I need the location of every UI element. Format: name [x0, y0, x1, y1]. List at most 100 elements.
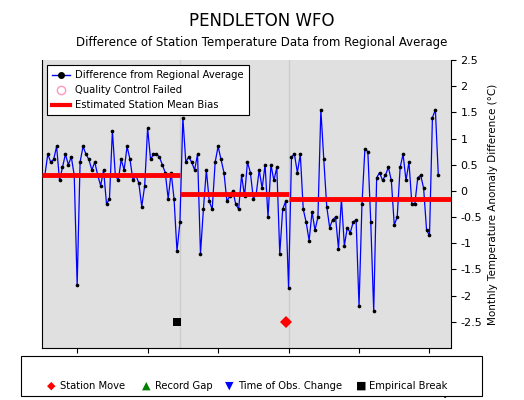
Point [329, 216, 337, 223]
Point [255, 167, 264, 173]
Point [167, 169, 176, 176]
Point [61, 151, 70, 158]
Point [358, 201, 366, 207]
Point [205, 198, 213, 204]
Point [96, 182, 105, 189]
Point [252, 190, 260, 197]
Point [302, 219, 310, 226]
Point [88, 167, 96, 173]
Point [375, 169, 384, 176]
Text: Station Move: Station Move [60, 381, 125, 391]
Text: Berkeley Earth: Berkeley Earth [406, 388, 482, 398]
Point [369, 308, 378, 314]
Point [428, 114, 436, 121]
Point [261, 162, 269, 168]
Text: ▲: ▲ [141, 381, 150, 391]
Point [422, 227, 431, 233]
Point [208, 206, 216, 212]
Point [346, 230, 354, 236]
Point [337, 196, 346, 202]
Point [305, 238, 313, 244]
Point [176, 219, 184, 226]
Text: ◆: ◆ [47, 381, 56, 391]
Point [49, 156, 58, 163]
Point [272, 164, 281, 170]
Point [140, 182, 149, 189]
Point [399, 151, 407, 158]
Point [64, 162, 72, 168]
Point [193, 151, 202, 158]
Point [278, 206, 287, 212]
Point [381, 172, 390, 178]
Point [214, 143, 222, 150]
Point [320, 156, 328, 163]
Point [47, 159, 55, 165]
Point [202, 167, 211, 173]
Point [396, 164, 405, 170]
Point [76, 159, 84, 165]
Point [199, 206, 208, 212]
Point [378, 177, 387, 184]
Point [85, 156, 93, 163]
Point [431, 106, 440, 113]
Point [276, 250, 284, 257]
Point [299, 206, 308, 212]
Point [367, 219, 375, 226]
Point [364, 148, 372, 155]
Point [102, 201, 111, 207]
Point [196, 250, 205, 257]
Point [411, 201, 419, 207]
Point [158, 162, 167, 168]
Point [349, 219, 357, 226]
Point [323, 204, 331, 210]
Point [211, 159, 220, 165]
Point [393, 214, 401, 220]
Point [413, 175, 422, 181]
Point [264, 214, 272, 220]
Point [361, 146, 369, 152]
Point [419, 185, 428, 192]
Point [293, 169, 301, 176]
Text: ■: ■ [356, 381, 367, 391]
Point [331, 214, 340, 220]
Point [243, 159, 252, 165]
Point [56, 177, 64, 184]
Point [425, 232, 434, 239]
Point [270, 177, 278, 184]
Point [241, 193, 249, 199]
Point [108, 128, 116, 134]
Point [287, 154, 296, 160]
Point [146, 156, 155, 163]
Point [223, 198, 231, 204]
Point [281, 198, 290, 204]
Point [234, 206, 243, 212]
Point [129, 177, 137, 184]
Point [402, 177, 410, 184]
Point [173, 248, 181, 254]
Point [334, 245, 343, 252]
Legend: Difference from Regional Average, Quality Control Failed, Estimated Station Mean: Difference from Regional Average, Qualit… [47, 65, 248, 115]
Point [105, 196, 114, 202]
Point [308, 209, 316, 215]
Point [111, 172, 119, 178]
Point [390, 222, 398, 228]
Point [314, 214, 322, 220]
Point [384, 164, 392, 170]
Point [123, 143, 132, 150]
Point [70, 172, 79, 178]
Text: Empirical Break: Empirical Break [369, 381, 448, 391]
Point [296, 151, 304, 158]
Point [161, 169, 169, 176]
Point [217, 156, 225, 163]
Point [170, 196, 178, 202]
Point [182, 159, 190, 165]
Y-axis label: Monthly Temperature Anomaly Difference (°C): Monthly Temperature Anomaly Difference (… [488, 83, 498, 325]
Point [352, 216, 361, 223]
Point [316, 106, 325, 113]
Point [325, 224, 334, 231]
Point [290, 151, 299, 158]
Point [152, 151, 161, 158]
Point [228, 188, 237, 194]
Point [387, 177, 396, 184]
Point [73, 282, 81, 288]
